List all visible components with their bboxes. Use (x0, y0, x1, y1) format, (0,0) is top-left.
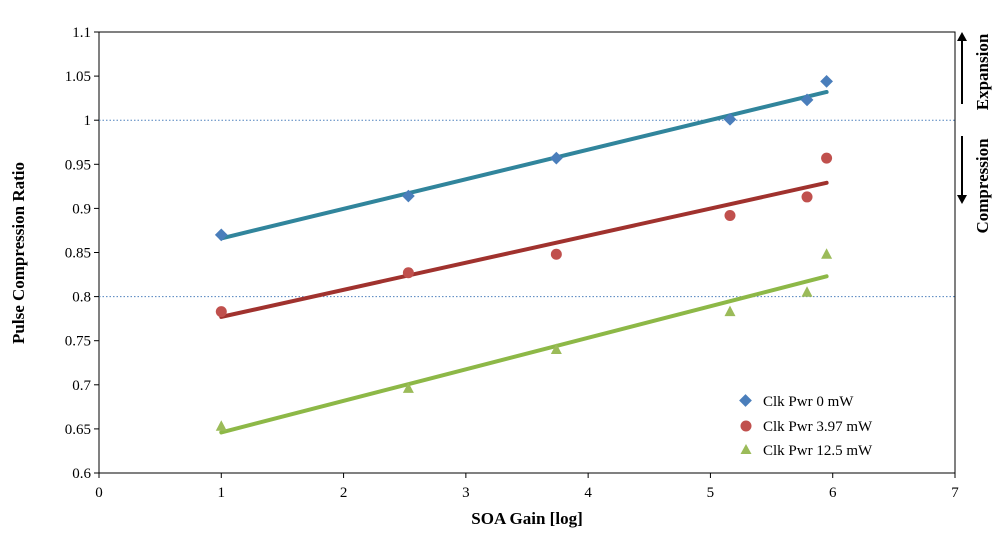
trend-line-1 (219, 180, 829, 319)
compression-arrowhead (957, 195, 967, 204)
y-tick-label: 0.85 (65, 246, 91, 262)
data-point-s2-0 (215, 420, 227, 431)
y-tick-label: 0.95 (65, 157, 91, 173)
data-point-s0-1 (402, 189, 415, 203)
y-tick-label: 0.65 (65, 422, 91, 438)
data-point-s1-3 (724, 209, 736, 221)
data-point-s1-0 (215, 306, 227, 318)
x-tick-label: 4 (584, 485, 592, 501)
x-tick-label: 1 (218, 485, 226, 501)
y-axis-title: Pulse Compression Ratio (9, 162, 28, 344)
y-tick-label: 1.1 (72, 25, 91, 41)
data-point-s1-1 (402, 267, 414, 279)
x-axis-title: SOA Gain [log] (471, 509, 582, 528)
y-tick-label: 0.7 (72, 378, 91, 394)
trend-line-0 (219, 89, 829, 241)
legend-marker-2 (740, 444, 752, 454)
trend-line-2 (219, 274, 829, 435)
legend-marker-1 (740, 420, 752, 432)
y-tick-label: 1.05 (65, 69, 91, 85)
compression-annotation: Compression (957, 136, 992, 234)
x-tick-label: 2 (340, 485, 348, 501)
legend-label-2: Clk Pwr 12.5 mW (763, 443, 873, 459)
x-tick-label: 0 (95, 485, 103, 501)
expansion-label: Expansion (973, 33, 992, 110)
data-point-s1-4 (801, 191, 813, 203)
legend-label-0: Clk Pwr 0 mW (763, 394, 854, 410)
data-point-s0-0 (214, 228, 228, 242)
y-tick-label: 0.8 (72, 290, 91, 306)
expansion-arrowhead (957, 32, 967, 41)
data-point-s1-5 (821, 152, 833, 164)
y-tick-label: 0.9 (72, 201, 91, 217)
y-tick-label: 0.75 (65, 334, 91, 350)
x-tick-label: 7 (951, 485, 959, 501)
x-tick-label: 6 (829, 485, 837, 501)
y-tick-label: 1 (84, 113, 92, 129)
data-point-s2-1 (402, 382, 414, 393)
legend-marker-0 (739, 394, 752, 407)
x-tick-label: 5 (707, 485, 715, 501)
compression-label: Compression (973, 138, 992, 234)
legend: Clk Pwr 0 mW Clk Pwr 3.97 mW Clk Pwr 12.… (739, 394, 873, 459)
data-point-s1-2 (550, 248, 562, 260)
data-point-s2-2 (550, 343, 562, 355)
data-point-s2-4 (801, 286, 813, 297)
x-tick-label: 3 (462, 485, 470, 501)
data-point-s2-5 (821, 248, 833, 259)
expansion-annotation: Expansion (957, 32, 992, 110)
y-tick-label: 0.6 (72, 466, 91, 482)
data-point-s2-3 (724, 305, 736, 317)
legend-label-1: Clk Pwr 3.97 mW (763, 419, 873, 435)
data-point-s0-5 (820, 75, 833, 88)
data-point-s0-2 (549, 151, 563, 165)
